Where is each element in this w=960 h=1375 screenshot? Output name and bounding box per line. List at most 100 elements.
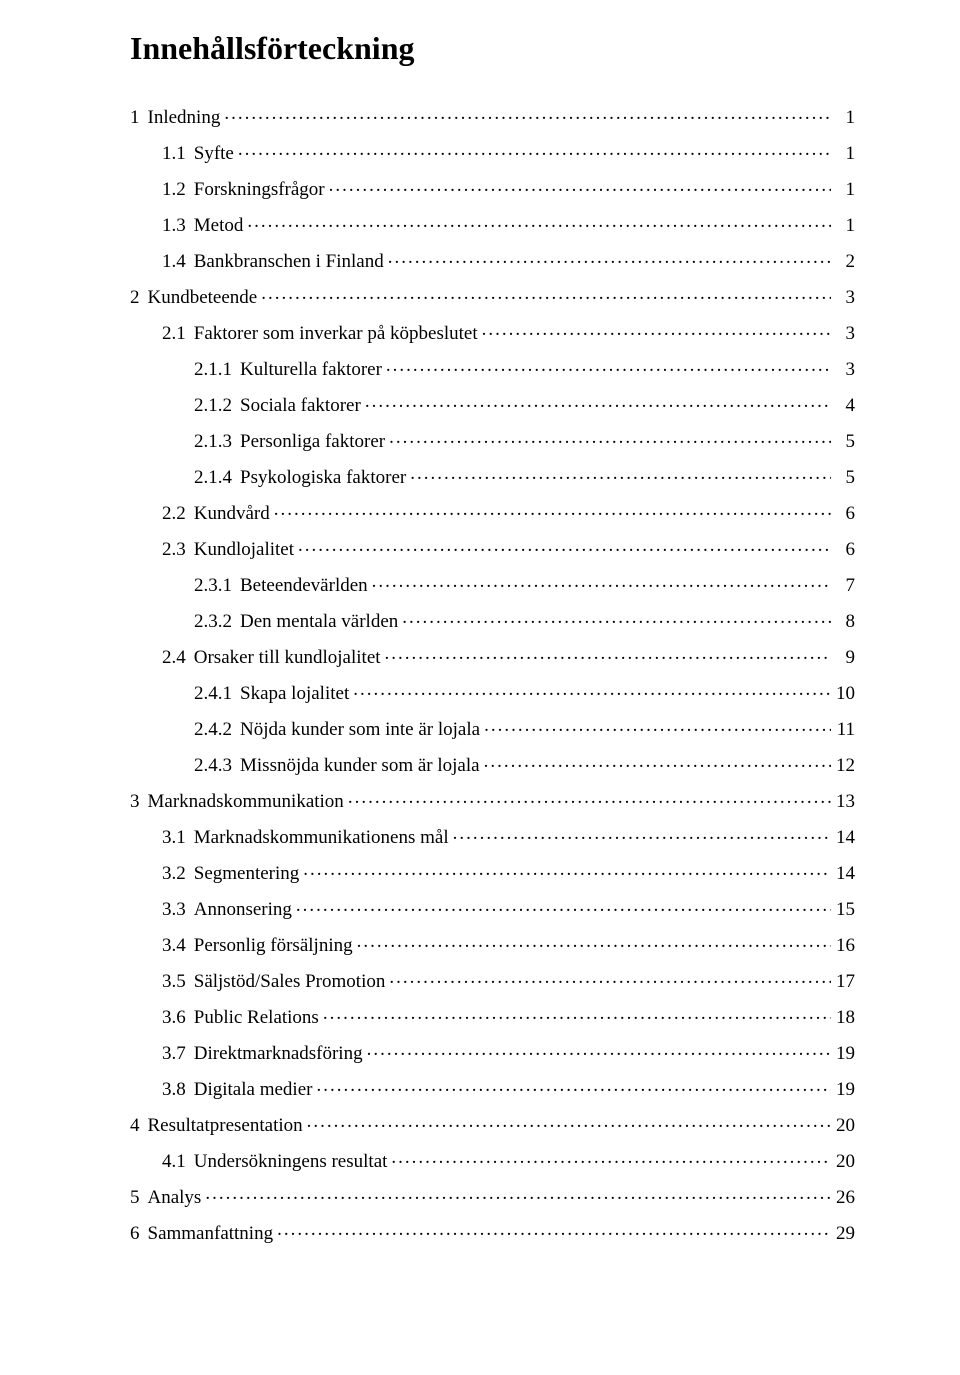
- toc-entry-label: Sociala faktorer: [240, 396, 365, 415]
- toc-entry-page: 12: [831, 756, 855, 775]
- toc-entry-page: 19: [831, 1080, 855, 1099]
- toc-entry-page: 8: [831, 612, 855, 631]
- toc-entry-page: 11: [831, 720, 855, 739]
- toc-entry-page: 29: [831, 1224, 855, 1243]
- toc-entry-page: 1: [831, 180, 855, 199]
- toc-leader: [323, 1004, 831, 1023]
- toc-entry-number: 3: [130, 792, 148, 811]
- toc-leader: [307, 1112, 831, 1131]
- toc-entry: 2.4.1 Skapa lojalitet 10: [130, 673, 855, 709]
- toc-entry-page: 3: [831, 324, 855, 343]
- toc-leader: [372, 572, 831, 591]
- toc-entry-number: 2: [130, 288, 148, 307]
- toc-entry: 2.1.1 Kulturella faktorer 3: [130, 349, 855, 385]
- toc-leader: [224, 104, 831, 123]
- toc-entry-label: Säljstöd/Sales Promotion: [194, 972, 390, 991]
- toc-entry: 2.2 Kundvård 6: [130, 493, 855, 529]
- toc-leader: [261, 284, 831, 303]
- toc-entry-label: Analys: [148, 1188, 206, 1207]
- toc-entry-page: 1: [831, 144, 855, 163]
- toc-entry: 3.3 Annonsering 15: [130, 889, 855, 925]
- toc-entry: 3 Marknadskommunikation 13: [130, 781, 855, 817]
- toc-entry: 3.1 Marknadskommunikationens mål 14: [130, 817, 855, 853]
- toc-entry-label: Nöjda kunder som inte är lojala: [240, 720, 484, 739]
- toc-leader: [367, 1040, 831, 1059]
- toc-entry-number: 3.2: [162, 864, 194, 883]
- toc-entry-number: 6: [130, 1224, 148, 1243]
- toc-entry-number: 2.3: [162, 540, 194, 559]
- toc-entry-page: 10: [831, 684, 855, 703]
- toc-entry: 4.1 Undersökningens resultat 20: [130, 1141, 855, 1177]
- toc-leader: [385, 644, 831, 663]
- toc-entry-label: Orsaker till kundlojalitet: [194, 648, 385, 667]
- toc-entry: 3.5 Säljstöd/Sales Promotion 17: [130, 961, 855, 997]
- toc-entry: 2.1.2 Sociala faktorer 4: [130, 385, 855, 421]
- toc-entry-page: 4: [831, 396, 855, 415]
- toc-entry-page: 19: [831, 1044, 855, 1063]
- toc-leader: [386, 356, 831, 375]
- toc-entry-page: 20: [831, 1152, 855, 1171]
- toc-entry-number: 2.1.3: [194, 432, 240, 451]
- toc-entry-number: 4.1: [162, 1152, 194, 1171]
- toc-entry: 2.1.4 Psykologiska faktorer 5: [130, 457, 855, 493]
- toc-entry-label: Public Relations: [194, 1008, 323, 1027]
- toc-entry-number: 2.3.1: [194, 576, 240, 595]
- toc-entry-label: Kundbeteende: [148, 288, 262, 307]
- toc-entry-label: Resultatpresentation: [148, 1116, 307, 1135]
- toc-entry: 1.3 Metod 1: [130, 205, 855, 241]
- toc-entry-number: 2.1: [162, 324, 194, 343]
- toc-entry-page: 5: [831, 432, 855, 451]
- toc-entry: 2.4 Orsaker till kundlojalitet 9: [130, 637, 855, 673]
- toc-entry-label: Psykologiska faktorer: [240, 468, 410, 487]
- toc-leader: [410, 464, 831, 483]
- toc-leader: [316, 1076, 831, 1095]
- toc-entry-number: 2.4.2: [194, 720, 240, 739]
- toc-entry-number: 2.1.1: [194, 360, 240, 379]
- toc-entry-number: 2.4.3: [194, 756, 240, 775]
- toc-entry-number: 3.5: [162, 972, 194, 991]
- toc-leader: [453, 824, 831, 843]
- toc-entry-label: Digitala medier: [194, 1080, 317, 1099]
- toc-entry: 3.7 Direktmarknadsföring 19: [130, 1033, 855, 1069]
- toc-leader: [388, 248, 831, 267]
- toc-entry: 2 Kundbeteende 3: [130, 277, 855, 313]
- toc-entry-number: 2.1.4: [194, 468, 240, 487]
- toc-entry-page: 6: [831, 540, 855, 559]
- toc-entry-label: Annonsering: [194, 900, 296, 919]
- toc-entry-page: 13: [831, 792, 855, 811]
- toc-entry-number: 1.3: [162, 216, 194, 235]
- toc-leader: [484, 752, 831, 771]
- toc-entry-number: 1.2: [162, 180, 194, 199]
- toc-entry-page: 14: [831, 828, 855, 847]
- toc-entry-label: Direktmarknadsföring: [194, 1044, 367, 1063]
- toc-entry: 1.4 Bankbranschen i Finland 2: [130, 241, 855, 277]
- toc-entry-label: Metod: [194, 216, 248, 235]
- toc-entry-label: Sammanfattning: [148, 1224, 278, 1243]
- toc-entry: 3.4 Personlig försäljning 16: [130, 925, 855, 961]
- toc-entry-page: 17: [831, 972, 855, 991]
- toc-entry-label: Den mentala världen: [240, 612, 402, 631]
- toc-entry-number: 3.7: [162, 1044, 194, 1063]
- toc-entry-number: 3.4: [162, 936, 194, 955]
- toc-entry-page: 5: [831, 468, 855, 487]
- table-of-contents: 1 Inledning 1 1.1 Syfte 1 1.2 Forsknings…: [130, 97, 855, 1249]
- toc-entry: 1.1 Syfte 1: [130, 133, 855, 169]
- toc-entry-page: 1: [831, 216, 855, 235]
- toc-entry-label: Kulturella faktorer: [240, 360, 386, 379]
- toc-entry-label: Kundlojalitet: [194, 540, 298, 559]
- toc-leader: [357, 932, 831, 951]
- toc-entry-label: Syfte: [194, 144, 238, 163]
- toc-entry-label: Inledning: [148, 108, 225, 127]
- toc-entry-number: 1: [130, 108, 148, 127]
- toc-entry-page: 7: [831, 576, 855, 595]
- toc-leader: [482, 320, 831, 339]
- toc-entry-label: Faktorer som inverkar på köpbeslutet: [194, 324, 482, 343]
- toc-entry-page: 15: [831, 900, 855, 919]
- toc-leader: [329, 176, 831, 195]
- toc-entry-number: 2.4: [162, 648, 194, 667]
- toc-entry-number: 4: [130, 1116, 148, 1135]
- toc-entry-label: Beteendevärlden: [240, 576, 372, 595]
- toc-entry-number: 3.3: [162, 900, 194, 919]
- toc-entry-page: 14: [831, 864, 855, 883]
- toc-leader: [348, 788, 831, 807]
